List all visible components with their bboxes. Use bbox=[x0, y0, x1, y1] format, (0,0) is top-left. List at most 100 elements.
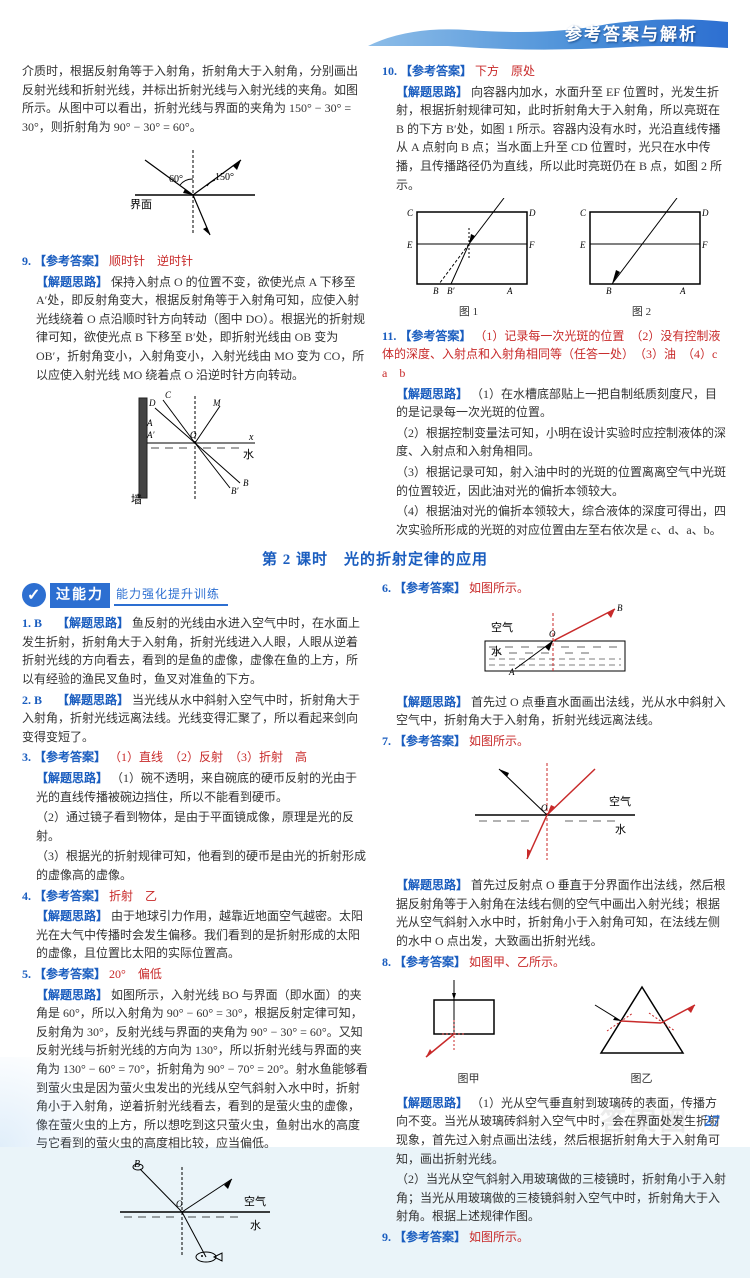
q7-exp-label: 【解题思路】 bbox=[396, 878, 468, 892]
q10-explanation: 【解题思路】 向容器内加水，水面升至 EF 位置时，光发生折射，根据折射规律可知… bbox=[382, 83, 728, 195]
svg-text:B′: B′ bbox=[447, 286, 455, 296]
q3-b: （2）通过镜子看到物体，是由于平面镜成像，原理是光的反射。 bbox=[22, 808, 368, 845]
right-top-col: 10. 【参考答案】 下方 原处 【解题思路】 向容器内加水，水面升至 EF 位… bbox=[382, 62, 728, 541]
q7-ans-label: 【参考答案】 bbox=[394, 734, 466, 748]
q8-ans-label: 【参考答案】 bbox=[394, 955, 466, 969]
svg-text:A: A bbox=[679, 286, 686, 296]
q6: 6. 【参考答案】 如图所示。 bbox=[382, 579, 728, 598]
svg-text:O: O bbox=[176, 1199, 183, 1209]
q11-c: （3）根据记录可知，射入油中时的光斑的位置离离空气中光斑的位置较近，因此油对光的… bbox=[382, 463, 728, 500]
q10-ans-label: 【参考答案】 bbox=[400, 64, 472, 78]
q5-ans: 20° 偏低 bbox=[109, 967, 162, 981]
q3-num: 3. bbox=[22, 750, 31, 764]
fig-containers: E F C D B B′ A 图 1 bbox=[382, 198, 728, 321]
svg-text:C: C bbox=[165, 390, 172, 400]
svg-text:B: B bbox=[243, 478, 249, 488]
svg-text:空气: 空气 bbox=[491, 620, 513, 634]
corner-decoration bbox=[0, 1057, 120, 1147]
fig-yi: 图乙 bbox=[577, 1071, 707, 1088]
svg-text:水: 水 bbox=[243, 448, 254, 461]
left-top-col: 介质时，根据反射角等于入射角，折射角大于入射角，分别画出反射光线和折射光线，并标… bbox=[22, 62, 368, 541]
q5: 5. 【参考答案】 20° 偏低 bbox=[22, 965, 368, 984]
sub-strong: 过能力 bbox=[50, 583, 110, 609]
q2-exp-label: 【解题思路】 bbox=[57, 693, 129, 707]
sub-light: 能力强化提升训练 bbox=[114, 585, 228, 607]
q4-ans-label: 【参考答案】 bbox=[34, 889, 106, 903]
q10-line: 10. 【参考答案】 下方 原处 bbox=[382, 62, 728, 81]
q10-number: 10. bbox=[382, 64, 397, 78]
q7-num: 7. bbox=[382, 734, 391, 748]
q6-ans: 如图所示。 bbox=[469, 581, 529, 595]
svg-text:B′: B′ bbox=[231, 486, 239, 496]
svg-text:水: 水 bbox=[491, 645, 502, 658]
q10-exp-label: 【解题思路】 bbox=[396, 85, 468, 99]
fig2-label: 图 2 bbox=[572, 304, 712, 321]
q1-num: 1. B bbox=[22, 616, 42, 630]
svg-text:A: A bbox=[508, 667, 515, 677]
q5-num: 5. bbox=[22, 967, 31, 981]
q1-exp-label: 【解题思路】 bbox=[57, 616, 129, 630]
q5-ans-label: 【参考答案】 bbox=[34, 967, 106, 981]
q9b-num: 9. bbox=[382, 1230, 391, 1244]
q4-ans: 折射 乙 bbox=[109, 889, 157, 903]
q3-exp: 【解题思路】 （1）碗不透明，来自碗底的硬币反射的光由于光的直线传播被碗边挡住，… bbox=[22, 769, 368, 806]
q9-line: 9. 【参考答案】 顺时针 逆时针 bbox=[22, 252, 368, 271]
svg-text:D: D bbox=[701, 208, 709, 218]
q3: 3. 【参考答案】 （1）直线 （2）反射 （3）折射 高 bbox=[22, 748, 368, 767]
q5-exp-label: 【解题思路】 bbox=[36, 988, 108, 1002]
svg-text:A′: A′ bbox=[146, 430, 155, 440]
q4: 4. 【参考答案】 折射 乙 bbox=[22, 887, 368, 906]
fig-fish: B O 空气 水 bbox=[22, 1157, 368, 1273]
q9b-ans: 如图所示。 bbox=[469, 1230, 529, 1244]
header-title: 参考答案与解析 bbox=[565, 22, 698, 48]
q8: 8. 【参考答案】 如图甲、乙所示。 bbox=[382, 953, 728, 972]
fig1-label: 图 1 bbox=[399, 304, 539, 321]
svg-text:B: B bbox=[433, 286, 439, 296]
q3-ans-label: 【参考答案】 bbox=[34, 750, 106, 764]
q9b: 9. 【参考答案】 如图所示。 bbox=[382, 1228, 728, 1247]
q6-ans-label: 【参考答案】 bbox=[394, 581, 466, 595]
section-title: 第 2 课时 光的折射定律的应用 bbox=[22, 549, 728, 572]
svg-text:150°: 150° bbox=[215, 172, 234, 183]
q2-num: 2. B bbox=[22, 693, 42, 707]
q9b-ans-label: 【参考答案】 bbox=[394, 1230, 466, 1244]
q3-ans: （1）直线 （2）反射 （3）折射 高 bbox=[109, 750, 307, 764]
svg-text:60°: 60° bbox=[169, 174, 183, 185]
sub-header: 过能力 能力强化提升训练 bbox=[22, 583, 368, 609]
svg-text:O: O bbox=[541, 803, 548, 813]
svg-text:O: O bbox=[549, 629, 556, 639]
fig-rotation: x D C M B B′ O A A′ 水 墙 bbox=[22, 388, 368, 514]
q8-exp-b: （2）当光从空气斜射入用玻璃做的三棱镜时，折射角小于入射角；当光从用玻璃做的三棱… bbox=[382, 1170, 728, 1226]
q9-number: 9. bbox=[22, 254, 31, 268]
q7-exp: 【解题思路】 首先过反射点 O 垂直于分界面作出法线，然后根据反射角等于入射角在… bbox=[382, 876, 728, 950]
svg-text:F: F bbox=[701, 240, 708, 250]
intro-text: 介质时，根据反射角等于入射角，折射角大于入射角，分别画出反射光线和折射光线，并标… bbox=[22, 62, 368, 136]
q2: 2. B 【解题思路】 当光线从水中斜射入空气中时，折射角大于入射角，折射光线远… bbox=[22, 691, 368, 747]
svg-text:O: O bbox=[190, 430, 197, 440]
q10-exp-text: 向容器内加水，水面升至 EF 位置时，光发生折射，根据折射规律可知，此时折射角大… bbox=[396, 85, 722, 192]
svg-text:A: A bbox=[146, 418, 153, 428]
q7: 7. 【参考答案】 如图所示。 bbox=[382, 732, 728, 751]
page: 参考答案与解析 介质时，根据反射角等于入射角，折射角大于入射角，分别画出反射光线… bbox=[0, 0, 750, 1147]
q9-ans-label: 【参考答案】 bbox=[34, 254, 106, 268]
q9-exp-label: 【解题思路】 bbox=[36, 275, 108, 289]
top-columns: 介质时，根据反射角等于入射角，折射角大于入射角，分别画出反射光线和折射光线，并标… bbox=[22, 62, 728, 541]
svg-text:A: A bbox=[506, 286, 513, 296]
q11-line: 11. 【参考答案】 （1）记录每一次光斑的位置 （2）没有控制液体的深度、入射… bbox=[382, 327, 728, 383]
svg-text:空气: 空气 bbox=[244, 1194, 266, 1208]
q3-c: （3）根据光的折射规律可知，他看到的硬币是由光的折射形成的虚像高的虚像。 bbox=[22, 847, 368, 884]
svg-text:B: B bbox=[617, 603, 623, 613]
q8-ans: 如图甲、乙所示。 bbox=[469, 955, 565, 969]
q8-exp-label: 【解题思路】 bbox=[396, 1096, 468, 1110]
q4-exp-label: 【解题思路】 bbox=[36, 909, 108, 923]
svg-text:x: x bbox=[248, 432, 254, 443]
q1: 1. B 【解题思路】 鱼反射的光线由水进入空气中时，在水面上发生折射，折射角大… bbox=[22, 614, 368, 688]
q9-explanation: 【解题思路】 保持入射点 O 的位置不变，欲使光点 A 下移至 A′处，即反射角… bbox=[22, 273, 368, 385]
fig-q7: O 空气 水 bbox=[382, 755, 728, 871]
q11-d: （4）根据油对光的偏折本领较大，综合液体的深度可得出，四次实验所形成的光斑的对应… bbox=[382, 502, 728, 539]
svg-text:D: D bbox=[148, 398, 156, 408]
q11-ans-label: 【参考答案】 bbox=[399, 329, 471, 343]
q10-ans: 下方 原处 bbox=[475, 64, 535, 78]
svg-text:D: D bbox=[528, 208, 536, 218]
q11-b: （2）根据控制变量法可知，小明在设计实验时应控制液体的深度、入射点和入射角相同。 bbox=[382, 424, 728, 461]
